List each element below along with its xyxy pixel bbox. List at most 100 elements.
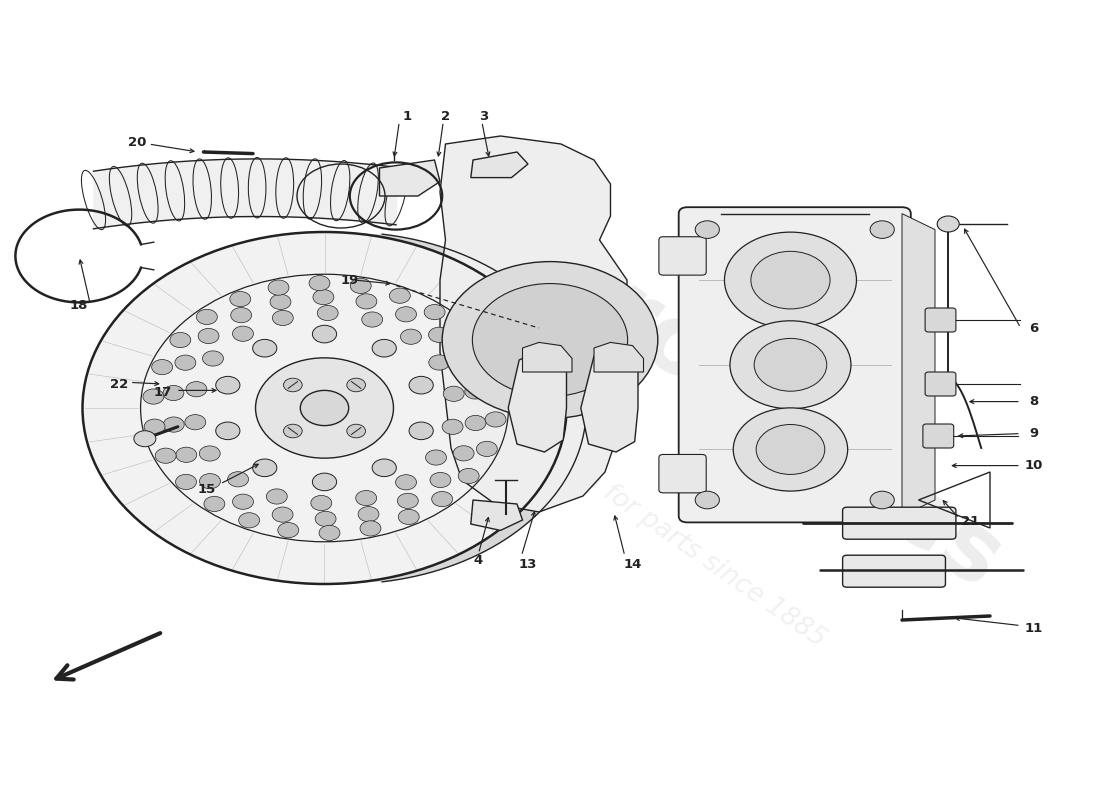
Circle shape: [372, 459, 396, 477]
Circle shape: [937, 216, 959, 232]
Circle shape: [870, 221, 894, 238]
Circle shape: [199, 446, 220, 461]
Circle shape: [270, 294, 290, 310]
Polygon shape: [508, 346, 566, 452]
Text: 20: 20: [129, 136, 146, 149]
Circle shape: [442, 262, 658, 418]
Circle shape: [253, 339, 277, 357]
Circle shape: [230, 291, 251, 306]
Circle shape: [397, 494, 418, 509]
Circle shape: [346, 378, 365, 392]
Circle shape: [409, 422, 433, 440]
Text: 9: 9: [1030, 427, 1038, 440]
Circle shape: [216, 422, 240, 440]
Text: 18: 18: [70, 299, 88, 312]
Circle shape: [202, 351, 223, 366]
Circle shape: [198, 328, 219, 343]
Circle shape: [350, 278, 371, 294]
Text: 1: 1: [403, 110, 411, 122]
Circle shape: [163, 386, 184, 401]
Text: 8: 8: [1030, 395, 1038, 408]
Circle shape: [398, 510, 419, 525]
Circle shape: [484, 382, 505, 397]
Polygon shape: [362, 234, 586, 582]
Circle shape: [232, 494, 253, 510]
Circle shape: [870, 491, 894, 509]
Polygon shape: [471, 152, 528, 178]
Circle shape: [134, 430, 156, 446]
Circle shape: [389, 288, 410, 303]
Circle shape: [751, 251, 830, 309]
Circle shape: [695, 221, 719, 238]
Circle shape: [185, 414, 206, 430]
Circle shape: [300, 390, 349, 426]
Polygon shape: [440, 136, 627, 512]
Circle shape: [319, 526, 340, 541]
Circle shape: [465, 415, 486, 430]
Circle shape: [409, 376, 433, 394]
Circle shape: [453, 446, 474, 461]
Text: 17: 17: [154, 386, 172, 398]
Circle shape: [756, 425, 825, 474]
Circle shape: [175, 355, 196, 370]
Circle shape: [315, 511, 336, 526]
Circle shape: [452, 354, 473, 369]
Circle shape: [429, 355, 450, 370]
Text: 3: 3: [480, 110, 488, 122]
Circle shape: [232, 326, 253, 342]
Circle shape: [372, 339, 396, 357]
Text: 13: 13: [519, 558, 537, 570]
Circle shape: [176, 474, 197, 490]
Circle shape: [82, 232, 566, 584]
Text: 6: 6: [1030, 322, 1038, 334]
Circle shape: [163, 417, 184, 432]
Circle shape: [272, 507, 293, 522]
Circle shape: [396, 474, 417, 490]
Polygon shape: [522, 342, 572, 372]
Polygon shape: [581, 346, 638, 452]
Circle shape: [186, 382, 207, 397]
Text: 19: 19: [341, 274, 359, 286]
Circle shape: [199, 474, 220, 489]
Circle shape: [278, 522, 299, 538]
Circle shape: [268, 280, 289, 295]
Circle shape: [143, 389, 164, 404]
Circle shape: [216, 376, 240, 394]
Circle shape: [255, 358, 394, 458]
Circle shape: [284, 378, 302, 392]
Circle shape: [312, 326, 337, 343]
Circle shape: [239, 513, 260, 528]
FancyBboxPatch shape: [923, 424, 954, 448]
Circle shape: [755, 338, 827, 391]
Circle shape: [360, 521, 381, 536]
Text: eurospares: eurospares: [477, 191, 1019, 609]
Circle shape: [695, 491, 719, 509]
Circle shape: [443, 386, 464, 402]
Text: a passion for parts since 1885: a passion for parts since 1885: [490, 403, 830, 653]
Circle shape: [169, 333, 190, 348]
Circle shape: [144, 419, 165, 434]
Circle shape: [356, 294, 377, 309]
Circle shape: [485, 412, 506, 427]
Circle shape: [204, 496, 224, 511]
Circle shape: [396, 306, 417, 322]
Text: 4: 4: [474, 554, 483, 566]
FancyBboxPatch shape: [659, 237, 706, 275]
Circle shape: [442, 419, 463, 434]
Circle shape: [273, 310, 294, 326]
Circle shape: [311, 495, 332, 510]
Circle shape: [430, 473, 451, 488]
Circle shape: [725, 232, 857, 328]
Circle shape: [465, 384, 486, 399]
Circle shape: [152, 359, 173, 374]
Text: 14: 14: [624, 558, 641, 570]
Circle shape: [359, 506, 380, 522]
Circle shape: [155, 448, 176, 463]
Polygon shape: [902, 214, 935, 516]
Circle shape: [734, 408, 848, 491]
Circle shape: [362, 312, 383, 327]
Text: 11: 11: [1025, 622, 1043, 634]
Circle shape: [231, 307, 252, 322]
Circle shape: [400, 329, 421, 344]
Circle shape: [355, 490, 376, 506]
